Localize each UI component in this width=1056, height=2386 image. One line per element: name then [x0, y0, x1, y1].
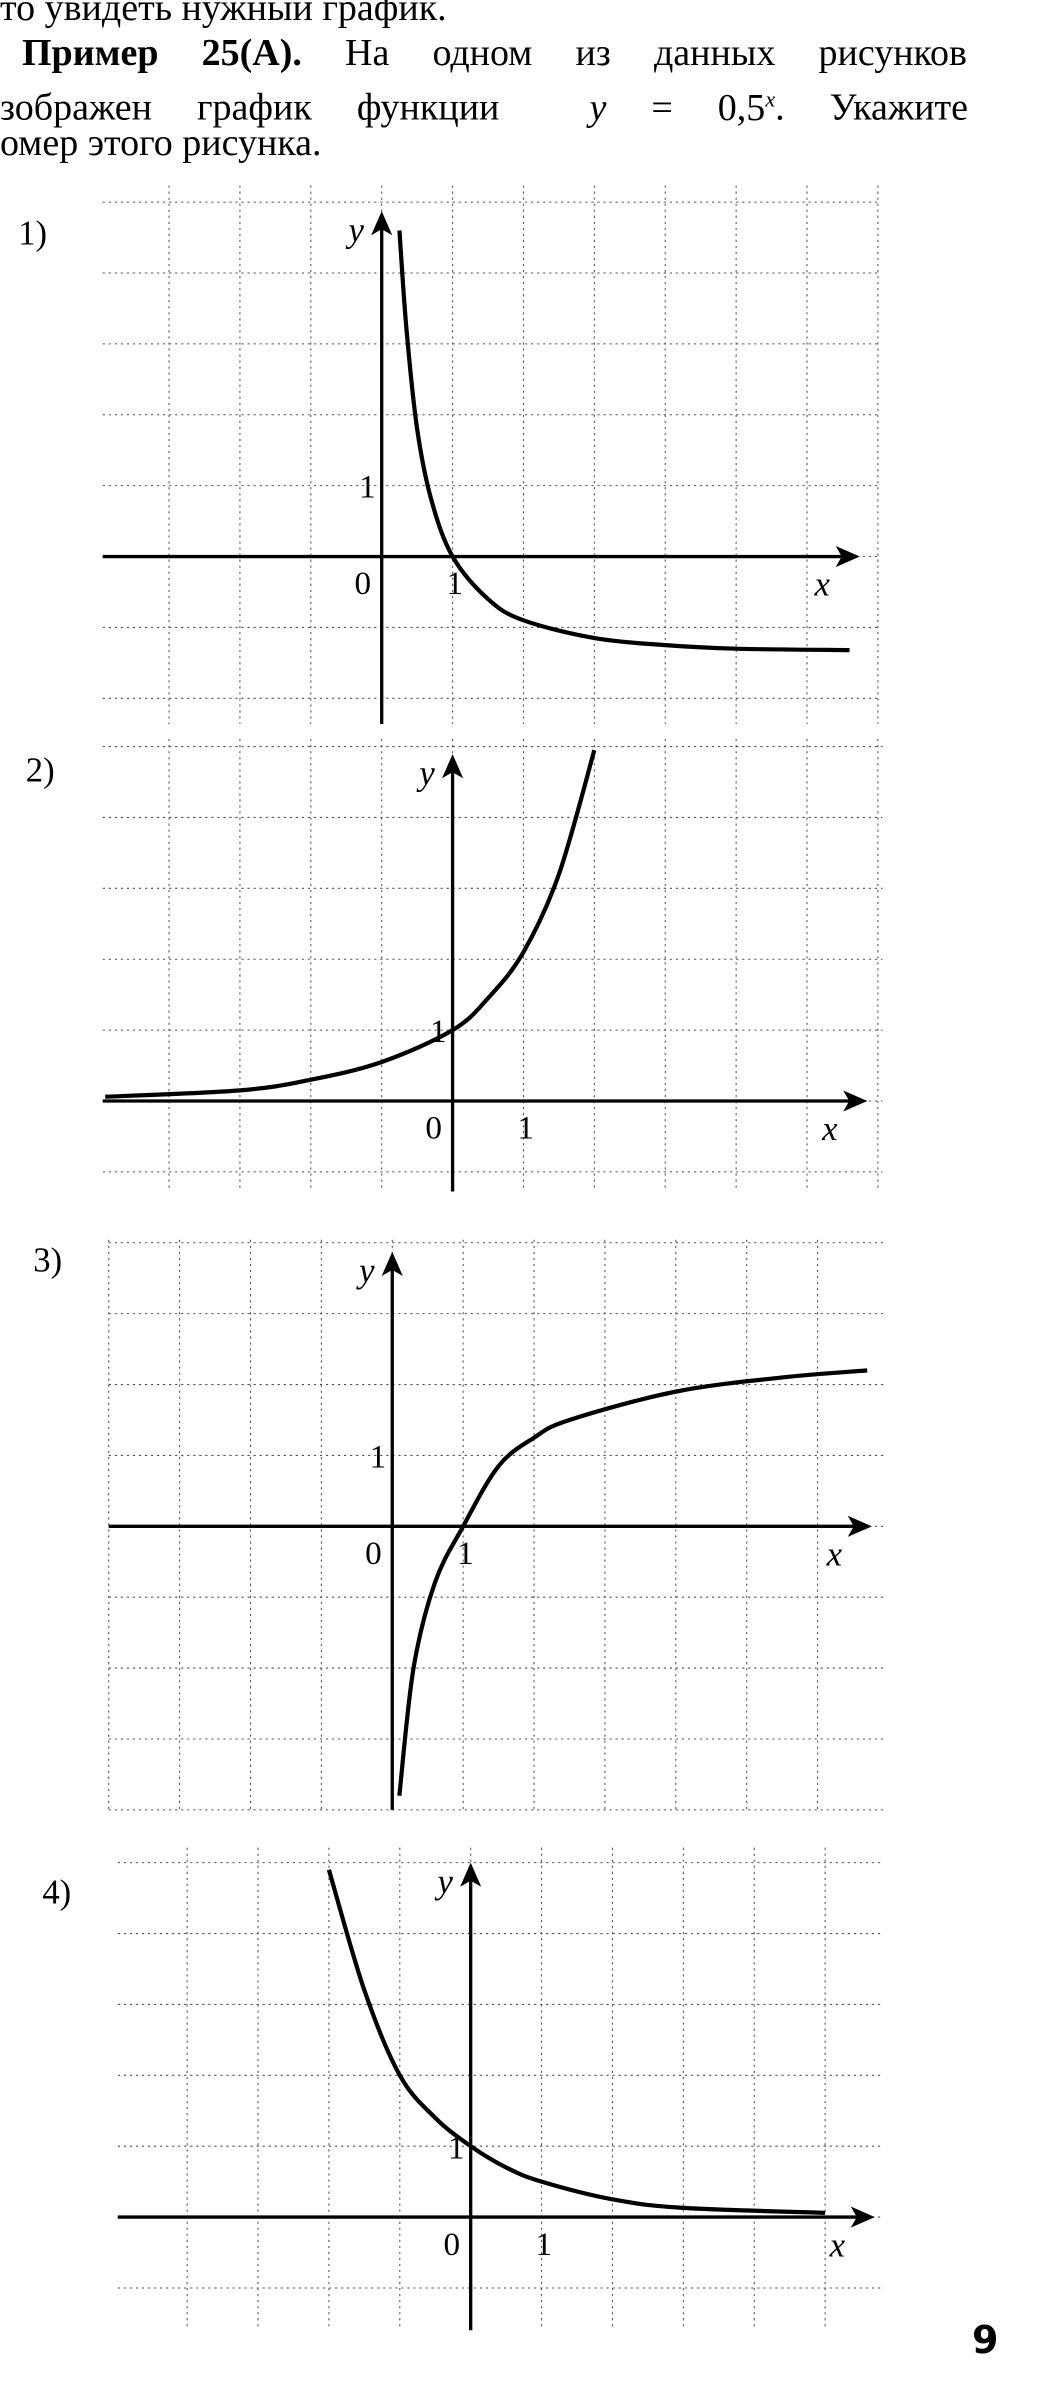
statement-text: . Укажите	[775, 86, 968, 129]
statement-line-2: зображен график функции y = 0,5x. Укажит…	[0, 76, 968, 131]
x-axis-arrow-icon	[843, 1090, 868, 1112]
y-tick-label: 1	[370, 1438, 387, 1475]
graph-panel-2: 2) y x 0 1 1	[26, 739, 883, 1192]
graph-panel-4: 4) yx0 11	[42, 1847, 883, 2331]
panel-label: 1)	[18, 213, 47, 252]
x-axis-label: x	[829, 2225, 846, 2264]
y-axis-arrow-icon	[371, 211, 393, 236]
formula-exponent: x	[765, 86, 776, 111]
x-tick-label: 1	[536, 2226, 553, 2263]
statement-text: На одном из данных рисунков	[345, 32, 967, 74]
formula: y = 0,5x	[589, 86, 776, 129]
grid	[117, 1847, 883, 2331]
graph-panel-1: 1) y x 0 1 1	[18, 185, 879, 724]
page-number: 9	[972, 2318, 999, 2362]
function-curve	[397, 230, 850, 653]
y-axis-arrow-icon	[460, 1862, 482, 1887]
y-tick-label: 1	[359, 469, 376, 506]
example-label: Пример 25(А).	[22, 32, 302, 74]
x-tick-label: 1	[457, 1535, 474, 1572]
origin-label: 0	[425, 1110, 442, 1147]
function-curve	[397, 1368, 868, 1796]
x-axis-arrow-icon	[850, 2206, 875, 2228]
y-axis-arrow-icon	[442, 754, 464, 779]
grid	[102, 185, 879, 724]
example-statement-line: Пример 25(А). На одном из данных рисунко…	[22, 31, 967, 76]
origin-label: 0	[444, 2226, 461, 2263]
x-axis-label: x	[814, 565, 831, 604]
x-axis-label: x	[821, 1109, 838, 1148]
y-axis-label: y	[356, 1251, 375, 1290]
x-axis-arrow-icon	[847, 1515, 872, 1537]
y-tick-label: 1	[430, 1013, 447, 1050]
x-tick-label: 1	[447, 565, 464, 602]
text-line-4: омер этого рисунка.	[0, 122, 322, 164]
panel-label: 2)	[26, 750, 55, 789]
formula-y: y	[589, 86, 607, 129]
x-tick-label: 1	[517, 1110, 534, 1147]
function-curve	[105, 749, 597, 1099]
text-line-1: то увидеть нужный график.	[0, 0, 447, 29]
graph-panel-3: 3) y x 0 1 1	[33, 1239, 887, 1811]
statement-text: зображен график функции	[0, 86, 500, 129]
origin-label: 0	[365, 1535, 382, 1572]
y-axis-label: y	[346, 210, 365, 249]
x-axis-arrow-icon	[835, 545, 860, 568]
formula-base: = 0,5	[651, 86, 766, 129]
origin-label: 0	[355, 565, 372, 602]
y-axis-label: y	[435, 1862, 454, 1901]
panel-label: 4)	[42, 1872, 71, 1911]
y-axis-arrow-icon	[381, 1251, 403, 1276]
y-axis-label: y	[416, 753, 435, 792]
grid	[102, 739, 883, 1192]
function-curve	[326, 1869, 826, 2215]
panel-label: 3)	[33, 1240, 62, 1279]
x-axis-label: x	[826, 1535, 843, 1574]
